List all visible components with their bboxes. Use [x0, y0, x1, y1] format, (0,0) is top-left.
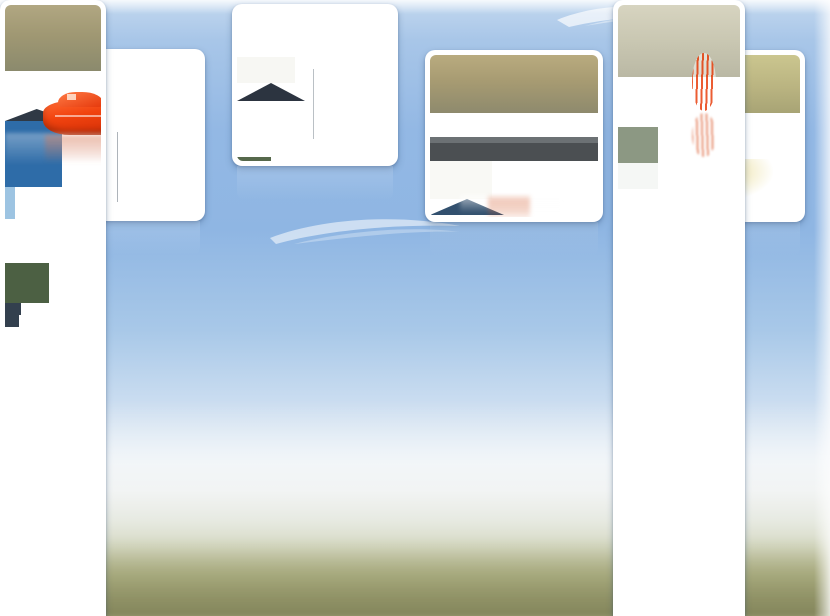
photo-splash-dock-image	[430, 55, 598, 217]
photo-splash-spray-image	[618, 5, 740, 616]
photo-splash-dock[interactable]	[425, 50, 603, 256]
background-right-vignette	[814, 0, 830, 616]
photo-boat-afloat-image	[5, 5, 101, 616]
photo-davit-side[interactable]	[232, 4, 398, 200]
photo-davit-side-image	[237, 9, 393, 161]
photo-boat-afloat[interactable]	[0, 0, 106, 616]
photo-splash-spray[interactable]	[613, 0, 745, 616]
